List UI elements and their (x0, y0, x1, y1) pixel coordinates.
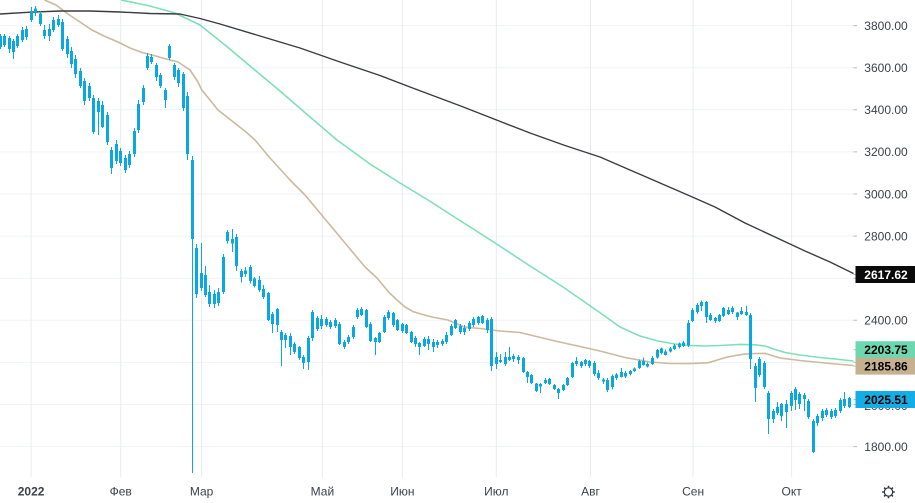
svg-text:Сен: Сен (682, 484, 704, 498)
svg-text:2800.00: 2800.00 (864, 229, 908, 243)
svg-text:2400.00: 2400.00 (864, 314, 908, 328)
svg-text:Июл: Июл (484, 484, 508, 498)
svg-text:2022: 2022 (18, 484, 45, 498)
svg-text:Авг: Авг (581, 484, 600, 498)
svg-text:3800.00: 3800.00 (864, 19, 908, 33)
svg-text:3200.00: 3200.00 (864, 145, 908, 159)
svg-text:1800.00: 1800.00 (864, 440, 908, 454)
svg-text:2185.86: 2185.86 (864, 359, 908, 373)
svg-text:2203.75: 2203.75 (864, 343, 908, 357)
svg-text:3400.00: 3400.00 (864, 103, 908, 117)
svg-text:3600.00: 3600.00 (864, 61, 908, 75)
svg-text:2025.51: 2025.51 (864, 393, 908, 407)
svg-text:Окт: Окт (781, 484, 802, 498)
svg-text:Мар: Мар (190, 484, 214, 498)
svg-text:Июн: Июн (390, 484, 414, 498)
svg-text:2617.62: 2617.62 (864, 268, 908, 282)
svg-text:3000.00: 3000.00 (864, 187, 908, 201)
svg-text:Май: Май (311, 484, 335, 498)
svg-text:Фев: Фев (110, 484, 132, 498)
